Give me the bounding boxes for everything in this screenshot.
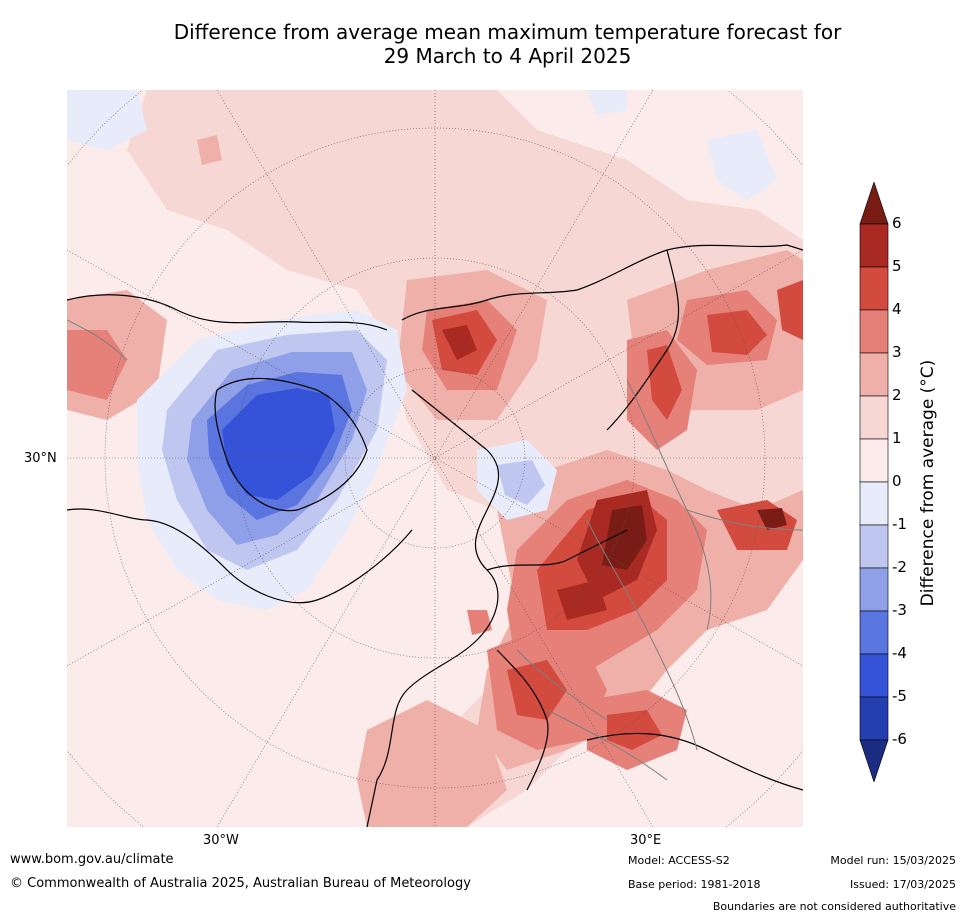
coastlines <box>67 244 803 827</box>
website-link[interactable]: www.bom.gov.au/climate <box>10 852 174 867</box>
colorbar <box>859 182 889 782</box>
model-name: Model: ACCESS-S2 <box>628 854 730 867</box>
colorbar-swatches <box>859 182 889 782</box>
colorbar-swatch <box>859 481 889 526</box>
lon-label-30w: 30°W <box>203 833 239 848</box>
model-run-date: Model run: 15/03/2025 <box>830 854 956 867</box>
colorbar-tick-label: -2 <box>892 558 907 576</box>
temperature-anomaly-field <box>67 90 803 827</box>
boundary-disclaimer: Boundaries are not considered authoritat… <box>712 900 956 913</box>
colorbar-swatch <box>859 567 889 612</box>
colorbar-tick-label: 5 <box>892 257 902 275</box>
colorbar-swatch <box>859 653 889 698</box>
map-title: Difference from average mean maximum tem… <box>0 20 965 68</box>
colorbar-swatch <box>859 438 889 483</box>
lon-label-30e: 30°E <box>630 833 662 848</box>
copyright-text: © Commonwealth of Australia 2025, Austra… <box>10 876 471 891</box>
colorbar-label: Difference from average (°C) <box>918 359 938 607</box>
colorbar-swatch <box>859 395 889 440</box>
colorbar-tick-label: 2 <box>892 386 902 404</box>
colorbar-swatch <box>859 223 889 268</box>
colorbar-swatch <box>859 266 889 311</box>
graticule <box>67 90 803 827</box>
colorbar-tick-label: 4 <box>892 300 902 318</box>
colorbar-tick-label: 3 <box>892 343 902 361</box>
country-boundaries <box>67 319 803 781</box>
colorbar-extend-min <box>859 739 889 782</box>
colorbar-tick-label: -6 <box>892 730 907 748</box>
title-line-1: Difference from average mean maximum tem… <box>173 20 842 44</box>
colorbar-tick-label: -4 <box>892 644 907 662</box>
lat-label-30n: 30°N <box>24 451 57 466</box>
colorbar-tick-label: 0 <box>892 472 902 490</box>
warm-anomaly-regions <box>67 90 803 827</box>
title-line-2: 29 March to 4 April 2025 <box>383 44 632 68</box>
cold-anomaly-regions <box>67 90 777 610</box>
forecast-map <box>67 90 803 827</box>
colorbar-tick-label: 1 <box>892 429 902 447</box>
issued-date: Issued: 17/03/2025 <box>849 878 956 891</box>
colorbar-swatch <box>859 352 889 397</box>
colorbar-swatch <box>859 309 889 354</box>
colorbar-tick-label: 6 <box>892 214 902 232</box>
colorbar-swatch <box>859 696 889 741</box>
colorbar-swatch <box>859 610 889 655</box>
colorbar-swatch <box>859 524 889 569</box>
colorbar-extend-max <box>859 182 889 225</box>
colorbar-tick-label: -5 <box>892 687 907 705</box>
base-period: Base period: 1981-2018 <box>628 878 761 891</box>
colorbar-tick-label: -3 <box>892 601 907 619</box>
colorbar-tick-label: -1 <box>892 515 907 533</box>
